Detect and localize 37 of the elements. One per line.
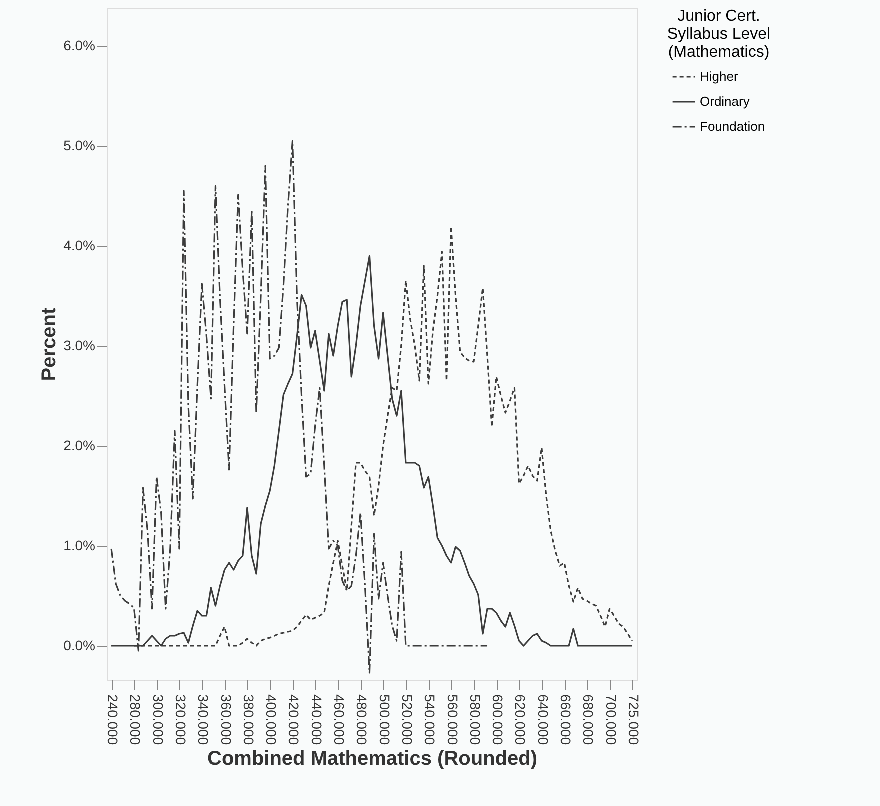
x-tick-label: 560.000 [444, 694, 461, 746]
y-tick-label: 6.0% [64, 38, 96, 54]
y-tick-label: 5.0% [64, 138, 96, 154]
x-tick-label: 380.000 [240, 694, 257, 746]
y-axis-title: Percent [38, 307, 61, 382]
x-tick-label: 240.000 [105, 694, 122, 746]
x-tick-label: 480.000 [354, 694, 370, 746]
x-tick-label: 360.000 [218, 694, 234, 746]
x-tick-label: 680.000 [580, 694, 597, 746]
y-tick-label: 2.0% [64, 438, 96, 454]
x-tick-label: 500.000 [376, 694, 393, 746]
x-tick-label: 580.000 [467, 694, 484, 746]
legend-title: Junior Cert. Syllabus Level (Mathematics) [667, 8, 771, 61]
x-tick-label: 620.000 [512, 694, 529, 746]
legend-label: Ordinary [700, 94, 750, 109]
x-tick-label: 700.000 [603, 694, 620, 746]
x-tick-label: 440.000 [308, 694, 325, 746]
x-tick-label: 640.000 [535, 694, 552, 746]
x-tick-label: 400.000 [264, 694, 280, 746]
x-tick-label: 600.000 [490, 694, 506, 746]
x-tick-label: 660.000 [558, 694, 574, 746]
x-tick-label: 520.000 [399, 694, 416, 746]
x-axis-title: Combined Mathematics (Rounded) [207, 748, 538, 770]
legend-label: Foundation [700, 119, 766, 134]
y-tick-label: 4.0% [64, 238, 96, 254]
x-tick-label: 340.000 [196, 694, 212, 746]
y-tick-label: 3.0% [64, 338, 96, 354]
legend-label: Higher [700, 69, 739, 84]
x-tick-label: 725.000 [626, 694, 642, 746]
y-tick-label: 1.0% [64, 538, 96, 554]
x-tick-label: 420.000 [286, 694, 302, 746]
y-tick-label: 0.0% [64, 638, 96, 654]
x-tick-label: 540.000 [422, 694, 438, 746]
x-tick-label: 300.000 [150, 694, 166, 746]
x-tick-label: 460.000 [332, 694, 348, 746]
x-tick-label: 280.000 [128, 694, 144, 746]
x-tick-label: 320.000 [172, 694, 189, 746]
